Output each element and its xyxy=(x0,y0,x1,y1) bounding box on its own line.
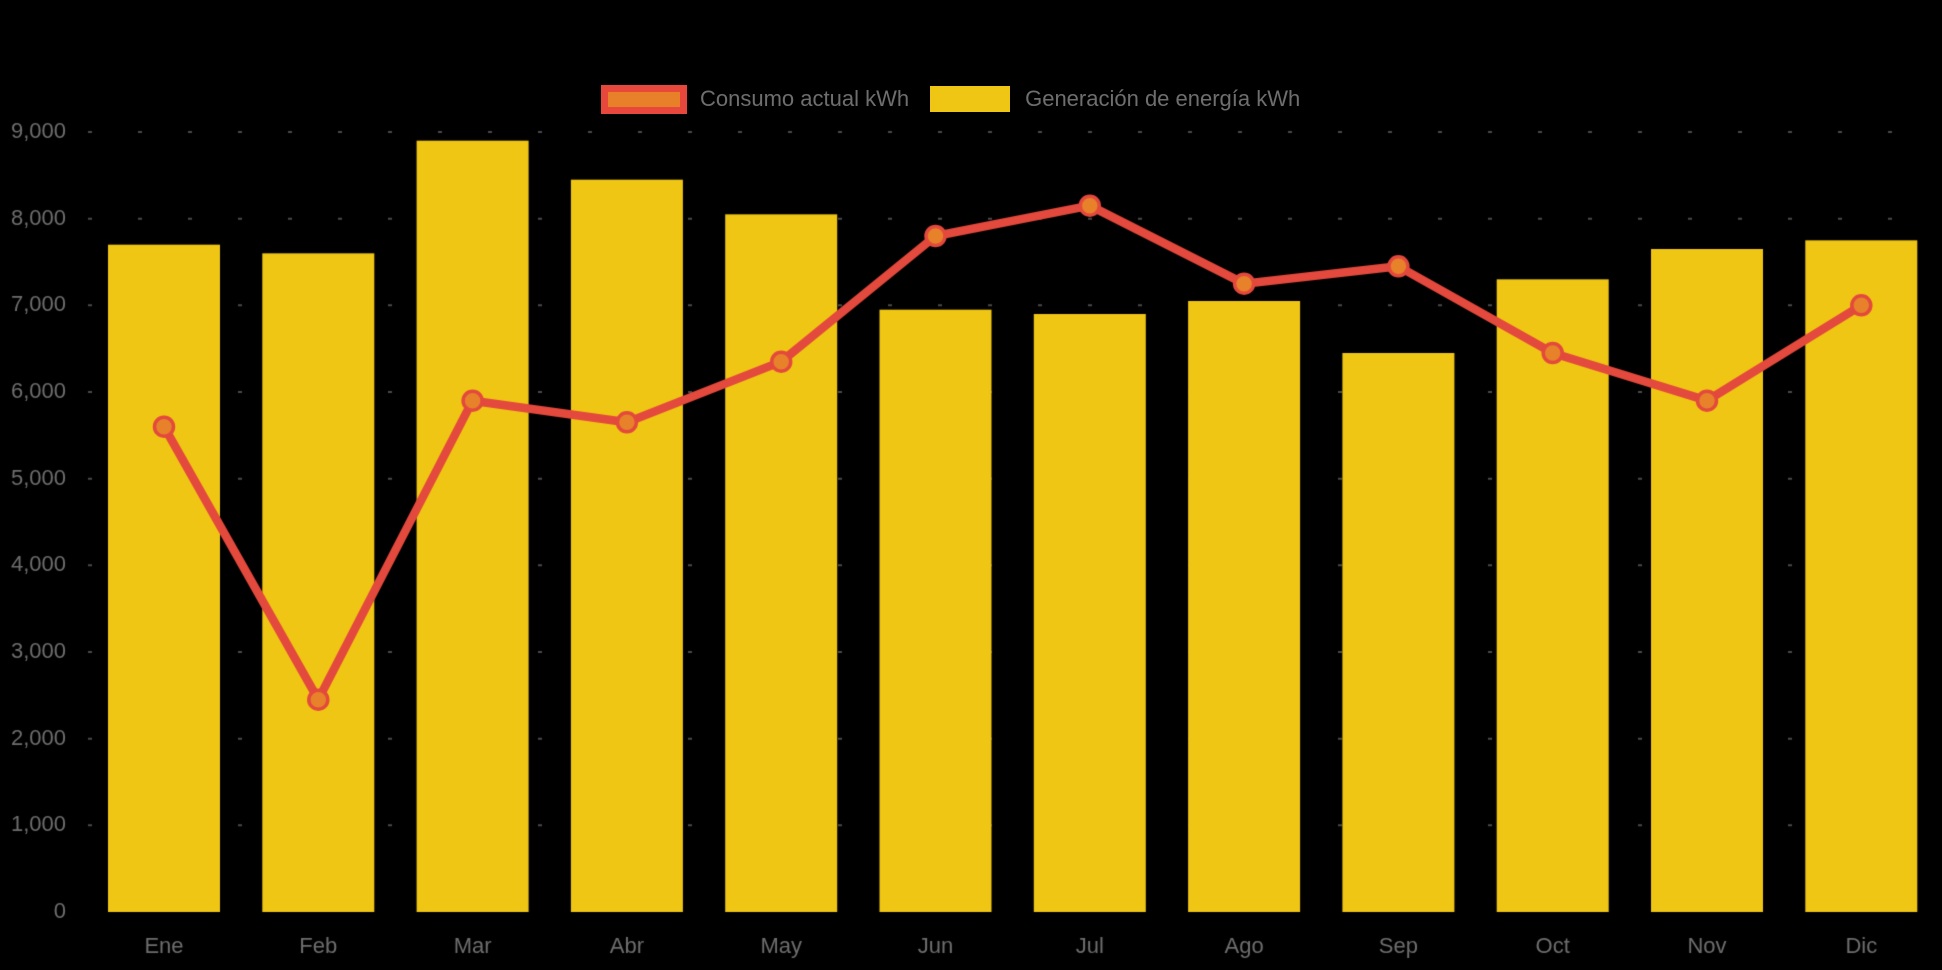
generacion-swatch-icon xyxy=(930,86,1011,112)
legend-label-consumo: Consumo actual kWh xyxy=(700,86,910,111)
legend-item-generacion[interactable]: Generación de energía kWh xyxy=(930,84,1300,114)
legend-item-consumo[interactable]: Consumo actual kWh xyxy=(601,84,909,114)
legend-label-generacion: Generación de energía kWh xyxy=(1025,86,1301,111)
chart-legend: Consumo actual kWh Generación de energía… xyxy=(601,84,1300,114)
consumo-swatch-icon xyxy=(601,84,687,114)
